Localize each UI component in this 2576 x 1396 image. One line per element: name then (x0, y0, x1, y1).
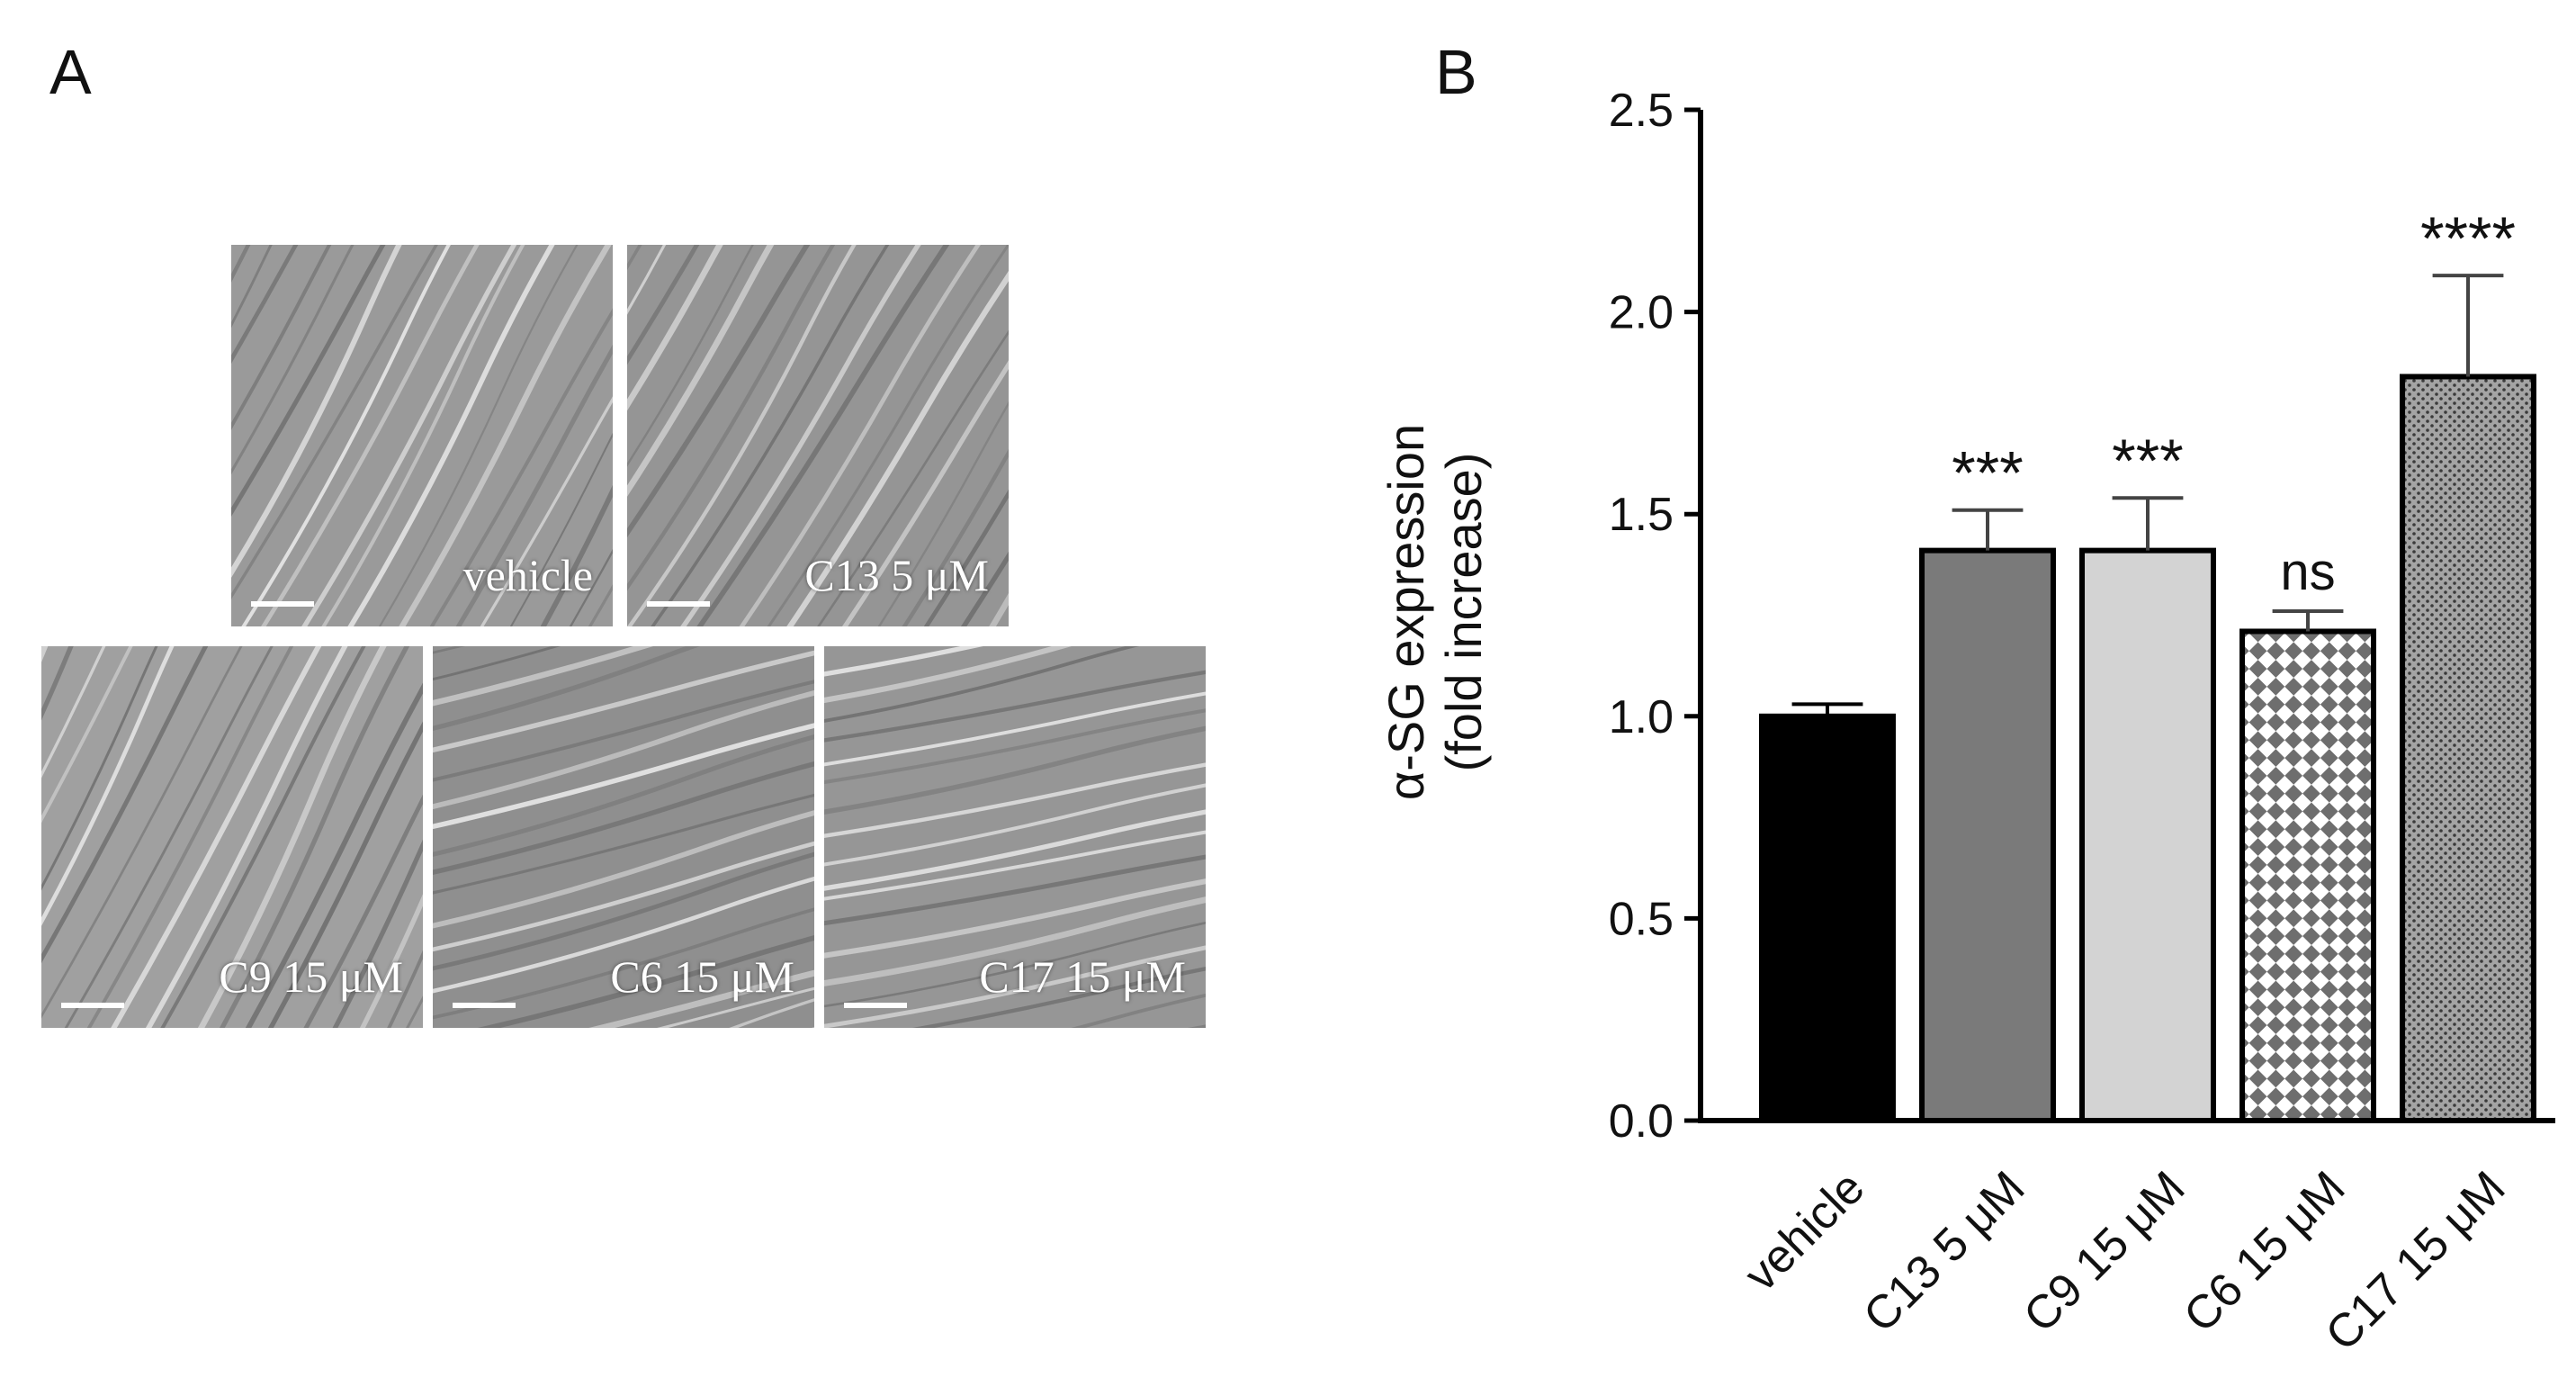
significance-label: **** (2420, 204, 2516, 273)
micrograph-label: C17 15 μM (979, 951, 1186, 1002)
micrograph-c17: C17 15 μM (824, 646, 1206, 1028)
x-tick-label: C9 15 μM (2014, 1161, 2195, 1342)
bar-1 (1919, 547, 2056, 1123)
scale-bar (647, 601, 710, 607)
panel-a-label: A (49, 37, 92, 107)
bar-3 (2239, 628, 2376, 1123)
scale-bar (453, 1003, 516, 1008)
y-axis-label-line1: α-SG expression (1378, 424, 1434, 800)
x-tick-label: vehicle (1735, 1161, 1874, 1301)
y-axis-label: α-SG expression (fold increase) (1378, 424, 1492, 800)
micrograph-label: C6 15 μM (610, 951, 794, 1002)
y-tick-label: 1.0 (1609, 691, 1674, 743)
micrograph-texture (433, 646, 814, 1028)
micrograph-label: C9 15 μM (219, 951, 403, 1002)
bar-0 (1759, 713, 1896, 1123)
micrograph-label: vehicle (462, 550, 593, 600)
significance-label: ns (2280, 543, 2335, 601)
micrograph-c9: C9 15 μM (41, 646, 423, 1028)
significance-label: *** (1952, 439, 2023, 508)
micrograph-c6: C6 15 μM (433, 646, 814, 1028)
bar-chart: α-SG expression (fold increase) 0.0 0.5 1.… (1378, 85, 2555, 1361)
y-tick-label: 2.5 (1609, 85, 1674, 137)
scale-bar (251, 601, 314, 607)
micrograph-texture (824, 646, 1206, 1028)
y-tick-label: 1.5 (1609, 489, 1674, 541)
micrograph-texture (41, 646, 423, 1028)
bar-4 (2400, 374, 2536, 1123)
x-tick-label: C13 5 μM (1853, 1161, 2034, 1342)
bar-2 (2079, 547, 2216, 1123)
micrograph-texture (627, 245, 1009, 626)
micrograph-texture (231, 245, 613, 626)
y-axis-label-line2: (fold increase) (1435, 453, 1492, 772)
y-tick-label: 0.0 (1609, 1095, 1674, 1148)
scale-bar (844, 1003, 907, 1008)
y-tick-label: 0.5 (1609, 893, 1674, 945)
panel-b-label: B (1435, 37, 1477, 107)
significance-label: *** (2112, 427, 2183, 495)
scale-bar (61, 1003, 124, 1008)
y-tick-label: 2.0 (1609, 287, 1674, 339)
micrograph-c13: C13 5 μM (627, 245, 1009, 626)
micrograph-vehicle: vehicle (231, 245, 613, 626)
micrograph-label: C13 5 μM (804, 550, 989, 600)
